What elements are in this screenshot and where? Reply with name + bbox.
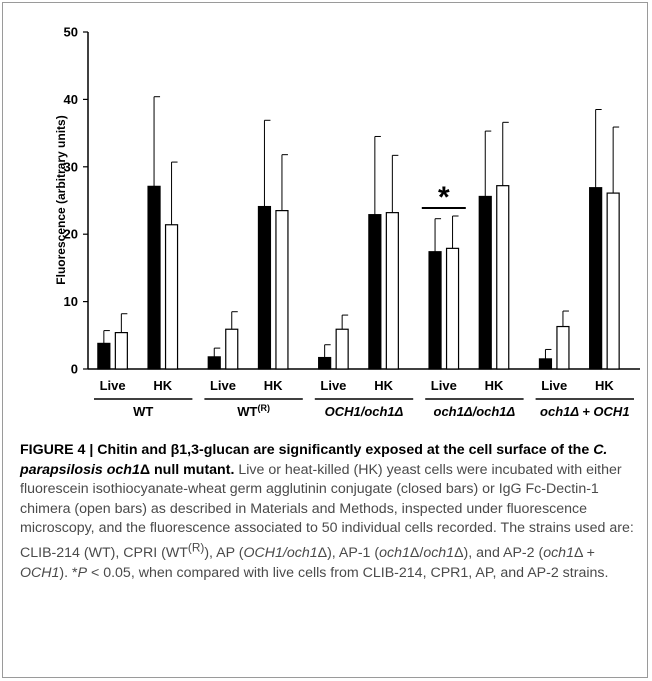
figure-caption: FIGURE 4 | Chitin and β1,3-glucan are si… [20,441,634,583]
y-tick-label: 10 [64,294,78,309]
bar-chart: 0 10 20 30 40 50 * Live HK Live HK Live HK Live HK Li… [54,25,640,419]
bars: * [97,96,620,370]
y-tick-label: 0 [71,362,78,377]
open-bar [335,328,349,370]
open-bar [385,212,399,370]
y-axis-title: Fluorescence (arbitrary units) [54,115,68,284]
y-tick-label: 40 [64,92,78,107]
open-bar [164,224,179,370]
group-label: och1Δ + OCH1 [540,404,630,419]
open-bar [496,185,510,370]
caption-body: Live or heat-killed (HK) yeast cells wer… [20,461,634,581]
closed-bar [538,358,553,370]
bar-label: HK [264,378,283,393]
open-bar [606,192,620,370]
significance-marker: * [438,181,450,214]
closed-bar [207,356,221,370]
y-tick-label: 50 [64,25,78,40]
closed-bar [147,185,161,370]
closed-bar [257,205,272,370]
open-bar [275,210,289,370]
bar-label: HK [485,378,504,393]
closed-bar [318,356,332,370]
bar-label: HK [595,378,614,393]
group-label: och1Δ/och1Δ [434,404,516,419]
bar-label: Live [431,378,457,393]
closed-bar [368,214,382,370]
open-bar [114,332,128,370]
bar-label: Live [541,378,567,393]
bar-label: Live [320,378,346,393]
bar-label: HK [153,378,172,393]
caption-title: FIGURE 4 | Chitin and β1,3-glucan are si… [20,442,608,478]
y-tick-label: 20 [64,227,78,242]
closed-bar [97,342,111,370]
group-label: OCH1/och1Δ [325,404,404,419]
closed-bar [428,251,442,370]
group-label: WT(R) [237,403,270,419]
bar-label: HK [374,378,393,393]
y-tick-label: 30 [64,159,78,174]
bar-label: Live [210,378,236,393]
open-bar [556,325,570,370]
group-label: WT [133,404,153,419]
open-bar [225,328,239,370]
closed-bar [589,187,603,370]
open-bar [445,247,460,370]
closed-bar [478,195,492,370]
bar-label: Live [100,378,126,393]
